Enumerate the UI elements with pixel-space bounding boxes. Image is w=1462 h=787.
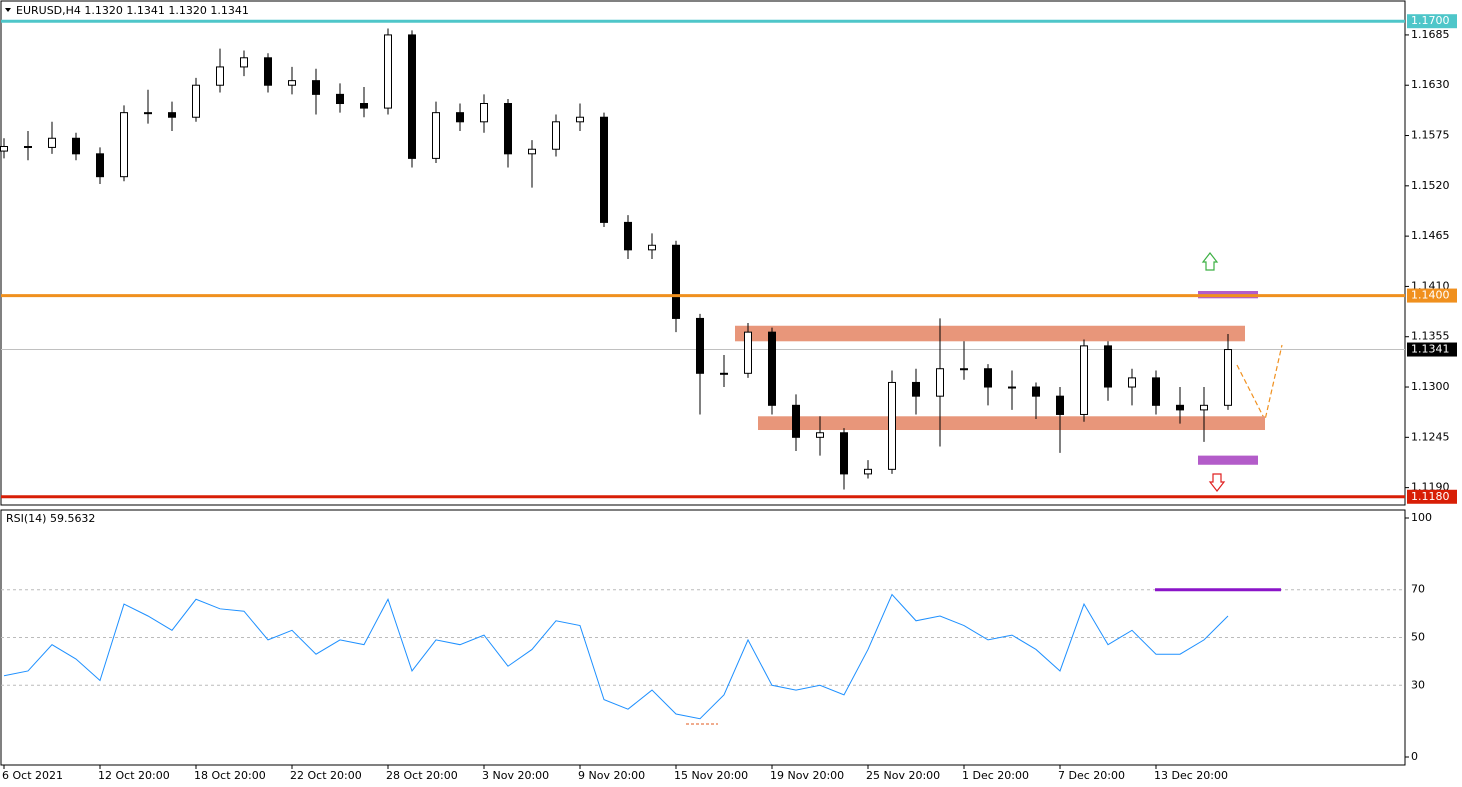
candle-body	[672, 244, 680, 319]
y-tick-label: 1.1685	[1411, 28, 1450, 41]
y-tick-label: 1.1630	[1411, 78, 1450, 91]
candle-body	[168, 112, 176, 118]
candle-body	[144, 112, 152, 115]
candle-body	[312, 80, 320, 95]
candle-body	[552, 121, 560, 150]
candle-body	[696, 317, 704, 374]
y-tick-label: 30	[1411, 678, 1425, 691]
candle-body	[648, 244, 656, 251]
candle-body	[624, 221, 632, 251]
x-tick-label: 22 Oct 20:00	[290, 769, 362, 782]
down-arrow	[1208, 473, 1226, 492]
x-tick-label: 7 Dec 20:00	[1058, 769, 1125, 782]
candle-body	[192, 84, 200, 118]
zone	[735, 325, 1245, 342]
candle-body	[120, 112, 128, 178]
candle-body	[0, 145, 8, 152]
candle-body	[1032, 386, 1040, 397]
x-tick-label: 3 Nov 20:00	[482, 769, 549, 782]
current-price-box	[1407, 342, 1457, 357]
x-tick-label: 6 Oct 2021	[2, 769, 63, 782]
x-tick-label: 12 Oct 20:00	[98, 769, 170, 782]
candle-body	[888, 381, 896, 470]
candle-body	[360, 103, 368, 109]
y-tick-label: 1.1520	[1411, 179, 1450, 192]
candle-body	[768, 331, 776, 406]
candle-body	[792, 404, 800, 438]
candle-body	[600, 116, 608, 223]
candle-body	[1104, 345, 1112, 388]
candle-body	[840, 432, 848, 475]
x-tick-label: 18 Oct 20:00	[194, 769, 266, 782]
candle-body	[504, 103, 512, 155]
rsi-title: RSI(14) 59.5632	[6, 512, 95, 525]
y-tick-label: 1.1245	[1411, 430, 1450, 443]
candle-body	[240, 57, 248, 68]
menu-arrow[interactable]	[5, 8, 11, 12]
candle-body	[1080, 345, 1088, 415]
x-tick-label: 9 Nov 20:00	[578, 769, 645, 782]
y-tick-label: 50	[1411, 631, 1425, 644]
candle-body	[264, 57, 272, 86]
candle-body	[1008, 386, 1016, 389]
level-box	[1407, 288, 1457, 303]
zone	[758, 416, 1265, 431]
candle-body	[1224, 349, 1232, 406]
level-label: 1.1700	[1411, 14, 1450, 27]
candle-body	[1056, 395, 1064, 415]
candle-body	[384, 34, 392, 109]
candle-body	[912, 381, 920, 397]
y-tick-label: 1.1355	[1411, 330, 1450, 343]
x-tick-label: 1 Dec 20:00	[962, 769, 1029, 782]
price-pane	[0, 0, 1406, 506]
candle-body	[984, 368, 992, 388]
level-box	[1407, 489, 1457, 504]
candle-body	[960, 368, 968, 371]
y-tick-label: 70	[1411, 583, 1425, 596]
candle-body	[936, 368, 944, 397]
candle-body	[1152, 377, 1160, 406]
candle-body	[456, 112, 464, 123]
candle-body	[1128, 377, 1136, 388]
level-label: 1.1400	[1411, 289, 1450, 302]
candle-body	[744, 331, 752, 374]
candle-body	[528, 148, 536, 155]
x-tick-label: 15 Nov 20:00	[674, 769, 748, 782]
y-tick-label: 100	[1411, 511, 1432, 524]
candle-body	[96, 153, 104, 178]
candle-body	[48, 137, 56, 148]
projection	[1236, 344, 1283, 422]
candle-body	[288, 80, 296, 86]
candle-body	[576, 116, 584, 123]
x-tick-label: 25 Nov 20:00	[866, 769, 940, 782]
x-tick-label: 19 Nov 20:00	[770, 769, 844, 782]
x-tick-label: 13 Dec 20:00	[1154, 769, 1228, 782]
candle-body	[72, 137, 80, 155]
candle-body	[1200, 404, 1208, 411]
candle-body	[1176, 404, 1184, 411]
candle-body	[408, 34, 416, 159]
candle-body	[216, 66, 224, 86]
candle-body	[24, 145, 32, 148]
y-tick-label: 1.1465	[1411, 229, 1450, 242]
candle-body	[480, 103, 488, 123]
candle-body	[816, 432, 824, 438]
rsi-line	[3, 593, 1229, 720]
level-label: 1.1180	[1411, 490, 1450, 503]
current-price-label: 1.1341	[1411, 343, 1450, 356]
y-tick-label: 1.1300	[1411, 380, 1450, 393]
up-arrow	[1201, 252, 1219, 271]
y-tick-label: 1.1575	[1411, 129, 1450, 142]
y-tick-label: 0	[1411, 750, 1418, 763]
candle-body	[720, 372, 728, 375]
candle-body	[336, 93, 344, 105]
zone	[1198, 455, 1258, 465]
candle-body	[432, 112, 440, 159]
x-tick-label: 28 Oct 20:00	[386, 769, 458, 782]
candle-body	[864, 468, 872, 475]
chart-title: EURUSD,H4 1.1320 1.1341 1.1320 1.1341	[16, 4, 249, 17]
level-box	[1407, 14, 1457, 29]
